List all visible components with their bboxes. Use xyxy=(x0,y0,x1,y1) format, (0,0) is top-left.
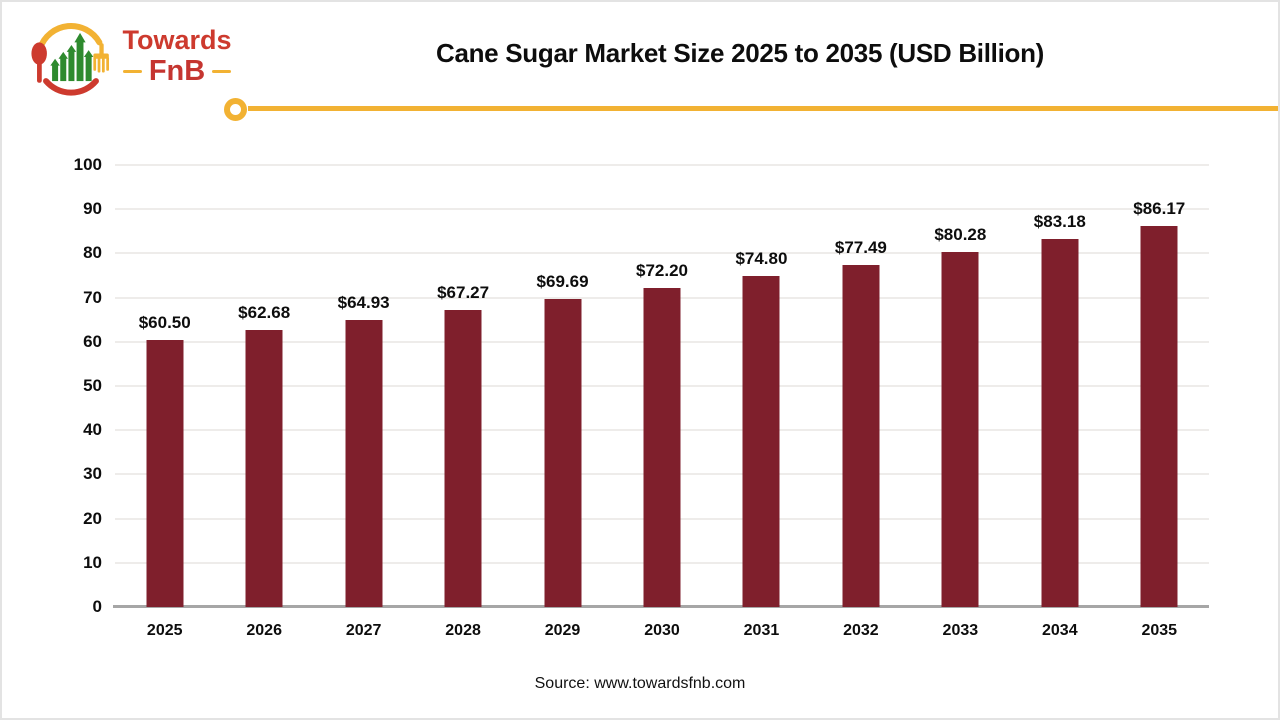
bar-value-label-2025: $60.50 xyxy=(138,312,191,332)
bar-column-2035: $86.17 xyxy=(1110,165,1209,607)
plot-area: $60.50 $62.68 $64.93 $67.27 $69.69 $72.20 $74.… xyxy=(113,164,1209,608)
bar-2025 xyxy=(146,339,184,607)
y-tick-90: 90 xyxy=(83,199,102,219)
bar-2030 xyxy=(643,287,681,607)
x-tick-2031: 2031 xyxy=(743,622,780,639)
bar-value-label-2026: $62.68 xyxy=(238,302,291,322)
bar-column-2025: $60.50 xyxy=(115,165,214,607)
y-tick-80: 80 xyxy=(83,243,102,263)
x-tick-2030: 2030 xyxy=(644,622,680,639)
x-tick-2026: 2026 xyxy=(246,622,282,639)
bar-column-2030: $72.20 xyxy=(612,165,711,607)
bars-container: $60.50 $62.68 $64.93 $67.27 $69.69 $72.20 $74.… xyxy=(115,165,1209,607)
divider-line xyxy=(248,106,1278,111)
x-tick-2028: 2028 xyxy=(445,622,481,639)
y-tick-60: 60 xyxy=(83,331,102,351)
divider-ring-icon xyxy=(224,98,247,121)
gridline-80 xyxy=(115,252,1209,255)
logo-text-fnb: FnB xyxy=(148,55,206,87)
chart-title: Cane Sugar Market Size 2025 to 2035 (USD… xyxy=(435,38,1045,68)
y-axis-labels: 0 10 20 30 40 50 60 70 80 90 100 xyxy=(42,155,102,616)
x-tick-2034: 2034 xyxy=(1042,622,1078,639)
bar-column-2032: $77.49 xyxy=(811,165,910,607)
bar-value-label-2034: $83.18 xyxy=(1033,212,1086,232)
logo-fnb-row: FnB xyxy=(118,56,236,86)
y-tick-70: 70 xyxy=(83,287,102,307)
logo-text: Towards FnB xyxy=(118,26,236,86)
bar-2026 xyxy=(245,329,283,607)
bar-2034 xyxy=(1041,239,1079,607)
bar-value-label-2028: $67.27 xyxy=(437,282,490,302)
bar-column-2028: $67.27 xyxy=(413,165,512,607)
x-tick-2035: 2035 xyxy=(1141,622,1178,639)
x-tick-2033: 2033 xyxy=(942,622,979,639)
towards-fnb-logo-icon xyxy=(31,23,110,96)
y-tick-10: 10 xyxy=(83,552,102,572)
bar-2029 xyxy=(544,298,582,607)
bar-2031 xyxy=(742,276,780,607)
bar-value-label-2032: $77.49 xyxy=(834,237,887,257)
bar-2027 xyxy=(345,320,383,607)
bar-value-label-2031: $74.80 xyxy=(735,249,788,269)
bar-value-label-2029: $69.69 xyxy=(536,271,589,291)
bar-column-2029: $69.69 xyxy=(513,165,612,607)
bar-2035 xyxy=(1140,226,1178,607)
y-tick-20: 20 xyxy=(83,508,102,528)
x-tick-2027: 2027 xyxy=(345,622,382,639)
logo: Towards FnB xyxy=(28,14,236,100)
x-tick-2032: 2032 xyxy=(843,622,879,639)
logo-dash-right xyxy=(212,69,232,73)
bar-column-2027: $64.93 xyxy=(314,165,413,607)
gridline-100 xyxy=(115,164,1209,166)
logo-text-towards: Towards xyxy=(122,25,232,55)
bar-value-label-2027: $64.93 xyxy=(337,293,390,313)
y-tick-0: 0 xyxy=(92,597,102,616)
bar-column-2031: $74.80 xyxy=(712,165,811,607)
bar-column-2026: $62.68 xyxy=(214,165,313,607)
y-tick-100: 100 xyxy=(73,155,102,174)
bar-2032 xyxy=(842,264,880,607)
source-text: Source: www.towardsfnb.com xyxy=(534,675,746,692)
x-tick-2029: 2029 xyxy=(544,622,581,639)
x-tick-2025: 2025 xyxy=(146,622,183,639)
gridline-90 xyxy=(115,208,1209,211)
bar-column-2034: $83.18 xyxy=(1010,165,1109,607)
bar-value-label-2035: $86.17 xyxy=(1133,199,1186,219)
bar-2028 xyxy=(444,309,482,607)
x-axis-labels: 2025 2026 2027 2028 2029 2030 2031 2032 2033 2034… xyxy=(115,618,1209,644)
y-tick-30: 30 xyxy=(83,464,102,484)
bar-2033 xyxy=(941,252,979,607)
logo-dash-left xyxy=(122,69,142,73)
y-tick-40: 40 xyxy=(83,420,102,440)
bar-value-label-2033: $80.28 xyxy=(934,225,987,245)
bar-value-label-2030: $72.20 xyxy=(635,260,688,280)
y-tick-50: 50 xyxy=(83,376,102,395)
bar-column-2033: $80.28 xyxy=(911,165,1010,607)
